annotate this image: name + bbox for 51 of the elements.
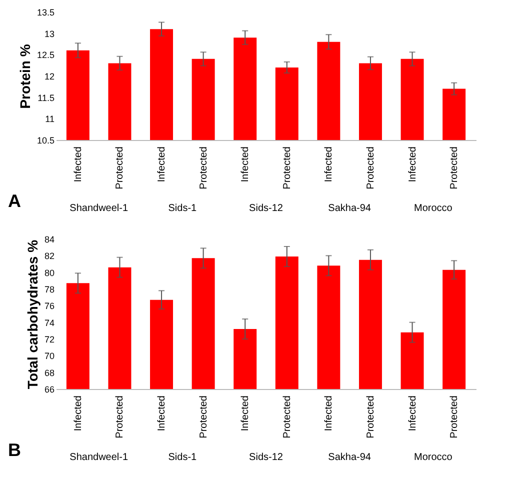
x-tick-label: Infected	[72, 146, 84, 182]
x-tick-label: Infected	[240, 396, 252, 432]
y-tick-label: 76	[44, 301, 54, 312]
y-tick-label: 68	[44, 368, 54, 378]
y-tick-label: 70	[44, 351, 54, 362]
y-tick-label: 82	[44, 251, 54, 262]
y-tick-label: 11.5	[38, 92, 54, 103]
x-tick-label: Protected	[282, 396, 293, 438]
x-tick-label: Infected	[72, 396, 84, 432]
x-tick-label: Protected	[449, 396, 460, 438]
x-tick-label: Infected	[324, 396, 335, 432]
text: Shandweel-1	[70, 203, 128, 214]
y-tick-label: 12	[44, 72, 54, 82]
text: Morocco	[414, 203, 453, 214]
text: Morocco	[414, 452, 453, 463]
y-axis-title: Protein %	[16, 44, 33, 109]
text: Sids-1	[168, 452, 198, 463]
text: Sids-1	[168, 203, 198, 214]
text: Sids-12	[249, 452, 284, 463]
x-tick-label: Infected	[324, 146, 335, 182]
x-tick-label: Protected	[114, 146, 126, 190]
x-tick-label: Infected	[240, 146, 252, 182]
y-tick-label: 11	[45, 114, 54, 124]
x-tick-label: Protected	[282, 146, 293, 190]
text: Shandweel-1	[70, 452, 128, 463]
y-tick-label: 13.5	[36, 8, 54, 18]
text: A	[8, 191, 21, 211]
y-tick-label: 74	[44, 318, 54, 328]
x-tick-label: Protected	[449, 146, 460, 190]
x-tick-label: Protected	[198, 396, 210, 438]
x-tick-label: Protected	[365, 396, 376, 438]
x-tick-label: Protected	[198, 146, 210, 190]
text: Sakha-94	[328, 203, 372, 214]
x-tick-label: Infected	[407, 396, 418, 432]
y-tick-label: 12.5	[36, 50, 54, 60]
text: Sakha-94	[328, 452, 372, 463]
text: B	[8, 440, 21, 460]
x-tick-label: Protected	[114, 396, 126, 438]
x-tick-label: Protected	[365, 146, 376, 190]
y-tick-label: 72	[44, 334, 54, 344]
text: Sids-12	[249, 203, 284, 214]
y-axis-title: Total carbohydrates %	[24, 239, 40, 390]
y-tick-label: 80	[44, 268, 54, 278]
y-tick-label: 84	[44, 234, 54, 244]
y-tick-label: 10.5	[36, 136, 54, 146]
y-tick-label: 13	[44, 28, 54, 39]
x-tick-label: Infected	[156, 396, 168, 432]
y-tick-label: 66	[44, 384, 54, 394]
y-tick-label: 78	[44, 284, 54, 294]
x-tick-label: Infected	[156, 146, 168, 182]
x-tick-label: Infected	[407, 146, 418, 182]
